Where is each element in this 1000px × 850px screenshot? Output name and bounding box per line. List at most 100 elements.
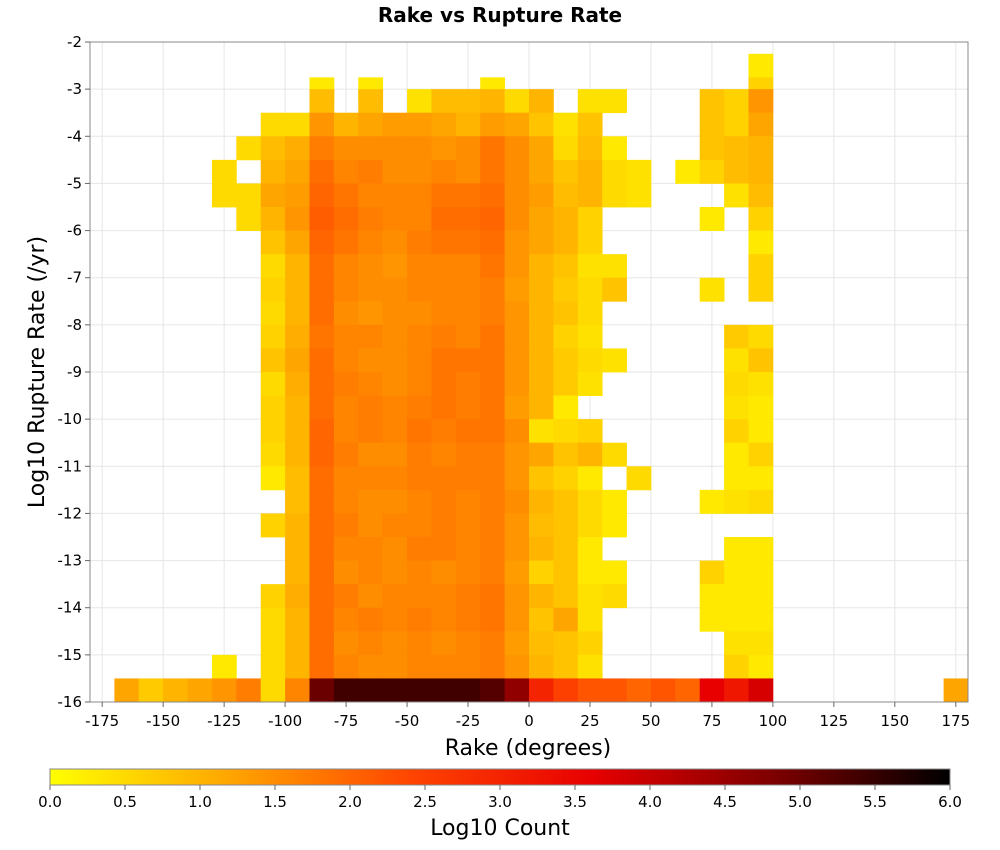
heatmap-cell — [431, 395, 457, 420]
heatmap-cell — [504, 607, 530, 632]
heatmap-cell — [529, 419, 554, 444]
heatmap-cell — [529, 89, 554, 114]
heatmap-cell — [455, 324, 481, 349]
heatmap-cell — [577, 489, 603, 514]
heatmap-cell — [577, 324, 603, 349]
heatmap-cell — [260, 372, 286, 396]
heatmap-cell — [675, 159, 701, 184]
heatmap-cell — [358, 324, 384, 349]
heatmap-cell — [358, 372, 384, 396]
heatmap-cell — [577, 419, 603, 444]
heatmap-cell — [431, 230, 457, 255]
heatmap-cell — [480, 183, 506, 208]
colorbar-tick-label: 5.5 — [863, 793, 887, 811]
heatmap-cell — [529, 112, 554, 137]
heatmap-cell — [553, 419, 579, 444]
heatmap-cell — [480, 678, 506, 703]
heatmap-cell — [724, 631, 749, 656]
heatmap-cell — [260, 301, 286, 326]
heatmap-cells — [114, 53, 969, 703]
heatmap-cell — [529, 395, 554, 420]
heatmap-cell — [504, 584, 530, 609]
heatmap-cell — [309, 230, 335, 255]
heatmap-cell — [431, 631, 457, 656]
heatmap-cell — [577, 607, 603, 632]
y-tick-label: -9 — [67, 363, 82, 381]
heatmap-cell — [455, 348, 481, 373]
heatmap-cell — [480, 560, 506, 585]
heatmap-cell — [748, 324, 774, 349]
heatmap-cell — [407, 419, 432, 444]
heatmap-cell — [333, 442, 359, 467]
heatmap-cell — [455, 466, 481, 491]
colorbar-tick-label: 1.0 — [188, 793, 212, 811]
heatmap-cell — [260, 207, 286, 231]
heatmap-cell — [480, 348, 506, 373]
heatmap-cell — [504, 301, 530, 326]
heatmap-cell — [455, 607, 481, 632]
heatmap-cell — [382, 348, 408, 373]
heatmap-cell — [382, 207, 408, 231]
heatmap-cell — [602, 513, 627, 538]
heatmap-cell — [309, 607, 335, 632]
heatmap-cell — [748, 560, 774, 585]
heatmap-cell — [309, 89, 335, 114]
heatmap-cell — [382, 442, 408, 467]
heatmap-cell — [504, 631, 530, 656]
heatmap-cell — [382, 254, 408, 279]
heatmap-cell — [382, 230, 408, 255]
heatmap-cell — [553, 489, 579, 514]
heatmap-cell — [407, 112, 432, 137]
heatmap-cell — [748, 466, 774, 491]
colorbar-tick-label: 3.0 — [488, 793, 512, 811]
heatmap-cell — [577, 301, 603, 326]
heatmap-cell — [480, 136, 506, 161]
heatmap-cell — [724, 489, 749, 514]
heatmap-cell — [431, 489, 457, 514]
heatmap-cell — [382, 372, 408, 396]
heatmap-cell — [480, 395, 506, 420]
x-tick-label: 25 — [580, 712, 599, 730]
heatmap-cell — [480, 419, 506, 444]
heatmap-cell — [577, 89, 603, 114]
heatmap-cell — [407, 324, 432, 349]
heatmap-cell — [577, 466, 603, 491]
heatmap-cell — [260, 230, 286, 255]
heatmap-cell — [260, 136, 286, 161]
heatmap-cell — [529, 230, 554, 255]
heatmap-cell — [431, 183, 457, 208]
heatmap-cell — [431, 584, 457, 609]
heatmap-cell — [309, 442, 335, 467]
y-tick-label: -7 — [67, 269, 82, 287]
heatmap-cell — [382, 183, 408, 208]
heatmap-cell — [285, 112, 310, 137]
heatmap-cell — [431, 607, 457, 632]
heatmap-cell — [602, 348, 627, 373]
heatmap-cell — [529, 513, 554, 538]
heatmap-cell — [333, 230, 359, 255]
heatmap-cell — [358, 348, 384, 373]
heatmap-cell — [455, 419, 481, 444]
heatmap-cell — [748, 89, 774, 114]
heatmap-cell — [431, 513, 457, 538]
heatmap-cell — [480, 89, 506, 114]
colorbar-tick-label: 6.0 — [938, 793, 962, 811]
heatmap-cell — [260, 159, 286, 184]
heatmap-cell — [455, 560, 481, 585]
heatmap-cell — [455, 230, 481, 255]
heatmap-cell — [358, 277, 384, 302]
heatmap-cell — [943, 678, 969, 703]
heatmap-cell — [309, 324, 335, 349]
heatmap-cell — [309, 654, 335, 679]
heatmap-cell — [577, 442, 603, 467]
heatmap-cell — [748, 678, 774, 703]
heatmap-cell — [504, 230, 530, 255]
heatmap-cell — [504, 654, 530, 679]
heatmap-cell — [577, 277, 603, 302]
heatmap-cell — [382, 584, 408, 609]
heatmap-cell — [333, 277, 359, 302]
heatmap-cell — [504, 89, 530, 114]
heatmap-cell — [285, 419, 310, 444]
heatmap-cell — [529, 442, 554, 467]
heatmap-cell — [260, 607, 286, 632]
